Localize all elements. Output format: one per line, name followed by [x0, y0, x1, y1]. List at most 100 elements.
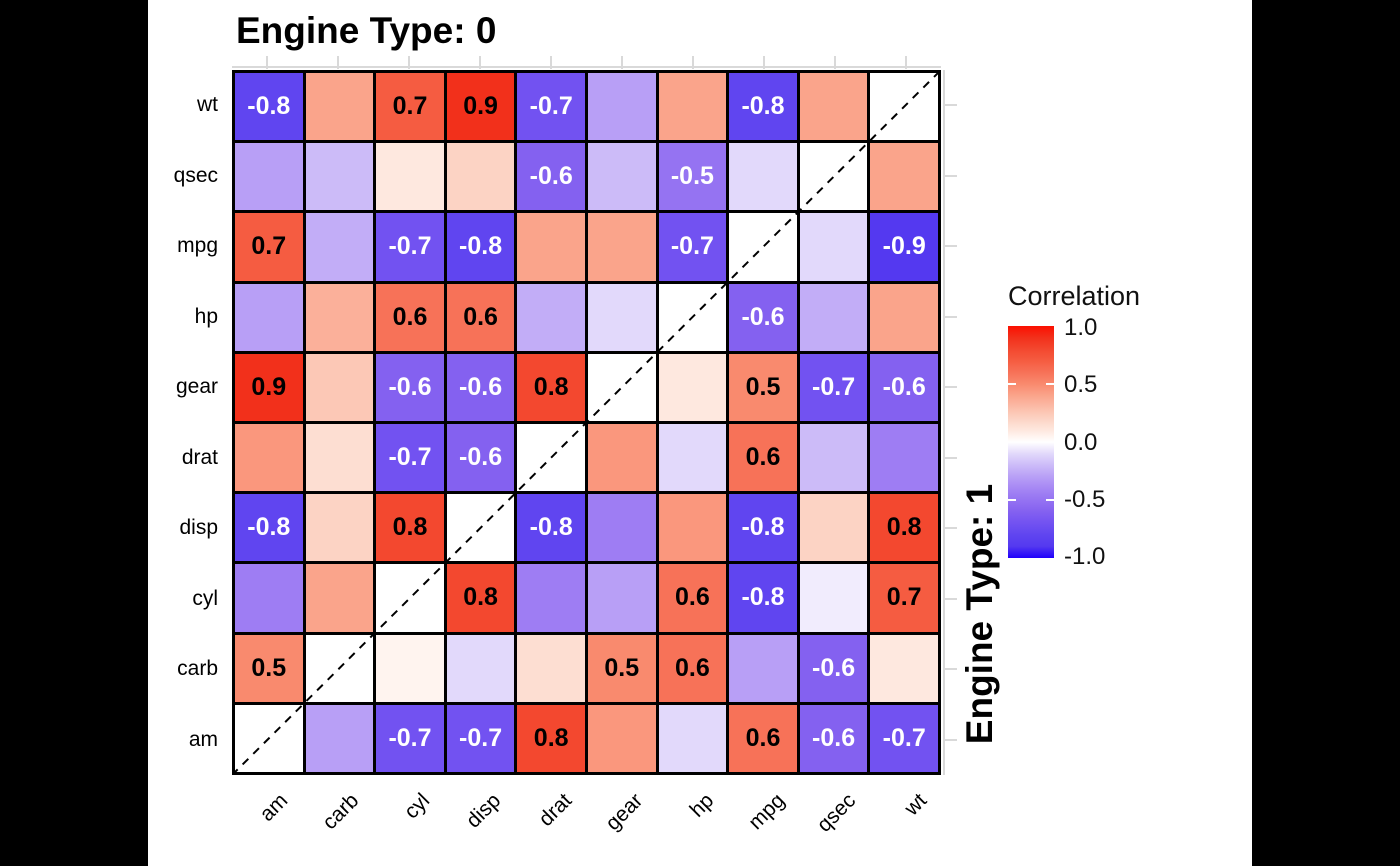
matrix-cell: 0.6	[729, 423, 797, 492]
x-axis-label: drat	[534, 789, 577, 831]
matrix-cell: 0.6	[658, 564, 727, 632]
cell-value-label: -0.6	[741, 302, 785, 331]
matrix-cell	[870, 143, 938, 211]
x-axis-label: mpg	[743, 789, 790, 835]
y-axis-label: cyl	[192, 586, 218, 610]
cell-value-label: 0.8	[463, 583, 498, 612]
matrix-cell	[305, 353, 374, 421]
top-tick	[833, 56, 836, 69]
cell-value-label: -0.6	[529, 162, 573, 191]
matrix-cell	[446, 634, 515, 702]
cell-value-label: -0.6	[459, 372, 503, 401]
legend-colorbar	[1008, 326, 1054, 558]
matrix-cell: 0.6	[729, 704, 797, 772]
y-axis-label: qsec	[173, 163, 218, 187]
matrix-cell: -0.6	[729, 283, 797, 351]
matrix-cell	[517, 283, 585, 351]
matrix-cell: -0.8	[446, 213, 515, 281]
cell-value-label: 0.7	[251, 232, 287, 261]
x-axis-label: wt	[899, 789, 931, 821]
legend-notch	[1046, 383, 1054, 385]
cell-value-label: -0.8	[741, 92, 785, 121]
matrix-cell	[587, 73, 656, 141]
matrix-cell	[305, 213, 374, 281]
top-tick	[691, 56, 694, 69]
cell-value-label: -0.6	[459, 443, 503, 472]
matrix-cell: -0.6	[446, 353, 515, 421]
right-tick	[944, 104, 957, 107]
matrix-cell: -0.7	[658, 213, 727, 281]
top-tick	[762, 56, 765, 69]
matrix-cell: -0.8	[235, 73, 303, 141]
matrix-cell	[305, 704, 374, 772]
matrix-cell: -0.5	[658, 143, 727, 211]
cell-value-label: 0.9	[251, 372, 287, 401]
cell-value-label: -0.8	[741, 513, 785, 542]
legend-notch	[1008, 499, 1016, 501]
right-tick	[944, 668, 957, 671]
matrix-cell: -0.7	[517, 73, 585, 141]
matrix-cell	[376, 564, 444, 632]
matrix-cell: -0.6	[517, 143, 585, 211]
cell-value-label: -0.8	[247, 513, 291, 542]
cell-value-label: -0.8	[529, 513, 573, 542]
matrix-cell	[235, 564, 303, 632]
cell-value-label: 0.7	[392, 92, 428, 121]
cell-value-label: 0.6	[392, 302, 428, 331]
cell-value-label: -0.6	[882, 372, 926, 401]
matrix-cell: 0.7	[376, 73, 444, 141]
cell-value-label: 0.6	[745, 443, 781, 472]
matrix-cell	[658, 353, 727, 421]
matrix-cell: -0.7	[870, 704, 938, 772]
matrix-cell	[870, 73, 938, 141]
matrix-cell: 0.7	[870, 564, 938, 632]
matrix-cell: -0.7	[376, 423, 444, 492]
matrix-cell	[305, 143, 374, 211]
matrix-cell: -0.7	[376, 213, 444, 281]
facet-strip-right: Engine Type: 1	[959, 483, 1000, 745]
cell-value-label: 0.8	[533, 372, 569, 401]
right-tick	[944, 386, 957, 389]
top-tick	[266, 56, 269, 69]
matrix-cell: 0.7	[235, 213, 303, 281]
plot-panel: Engine Type: 0 wt qsec mpg hp gear drat disp cy…	[148, 0, 1252, 866]
legend: Correlation 1.0 0.5 0.0 -0.5 -1.0	[1008, 281, 1141, 570]
matrix-cell: 0.5	[235, 634, 303, 702]
legend-title: Correlation	[1008, 281, 1141, 311]
matrix-cell: -0.7	[376, 704, 444, 772]
matrix-cell	[658, 423, 727, 492]
right-tick	[944, 597, 957, 600]
cell-value-label: -0.8	[247, 92, 291, 121]
legend-notch	[1008, 383, 1016, 385]
matrix-cell	[799, 494, 868, 562]
matrix-cell	[729, 143, 797, 211]
matrix-cell: 0.8	[446, 564, 515, 632]
matrix-cell: 0.5	[729, 353, 797, 421]
matrix-cell	[305, 494, 374, 562]
cell-value-label: 0.8	[392, 513, 428, 542]
top-axis-line	[232, 66, 941, 68]
matrix-cell	[799, 73, 868, 141]
y-axis-label: drat	[181, 445, 218, 469]
matrix-cell	[870, 283, 938, 351]
cell-value-label: -0.7	[670, 232, 714, 261]
cell-value-label: -0.7	[882, 723, 926, 752]
right-axis-line	[943, 70, 945, 775]
matrix-cell	[517, 634, 585, 702]
top-tick	[479, 56, 482, 69]
cell-value-label: 0.6	[675, 583, 710, 612]
x-axis-label: hp	[685, 789, 719, 822]
x-axis-label: disp	[461, 789, 506, 833]
cell-value-label: 0.6	[745, 723, 781, 752]
matrix-cell	[799, 283, 868, 351]
matrix-cell: 0.9	[446, 73, 515, 141]
right-tick	[944, 456, 957, 459]
top-tick	[408, 56, 411, 69]
y-axis-label: carb	[177, 657, 218, 681]
x-axis-label: qsec	[812, 789, 860, 837]
matrix-cell	[870, 634, 938, 702]
legend-tick-label: 1.0	[1064, 314, 1098, 341]
matrix-cell: 0.6	[658, 634, 727, 702]
cell-value-label: -0.5	[670, 162, 714, 191]
matrix-cell	[658, 283, 727, 351]
